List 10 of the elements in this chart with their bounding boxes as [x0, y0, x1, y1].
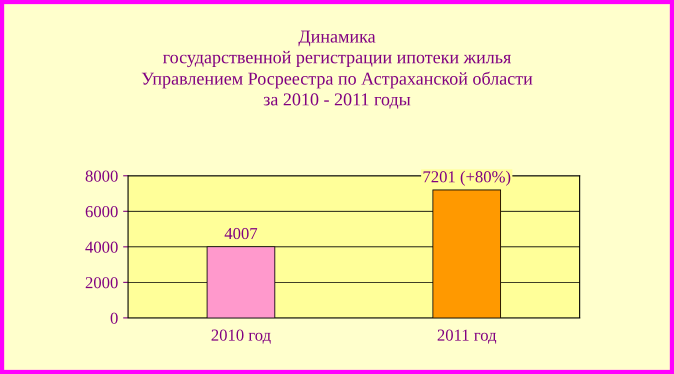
- x-tick-label: 2011 год: [438, 329, 496, 344]
- y-tick-label: 6000: [86, 206, 118, 218]
- data-label: 7201 (+80%): [424, 170, 510, 186]
- chart-title: Динамика государственной регистрации ипотеки жилья Управлением Росреестра по Астраханской области за 2010 - 2011 годы: [142, 30, 532, 109]
- data-label: 4007: [224, 228, 258, 240]
- y-tick-label: 0: [110, 312, 118, 324]
- y-tick-label: 4000: [85, 242, 118, 253]
- x-tick-label: 2010 год: [212, 329, 271, 344]
- y-tick-label: 8000: [86, 170, 118, 182]
- y-tick-label: 2000: [86, 277, 118, 288]
